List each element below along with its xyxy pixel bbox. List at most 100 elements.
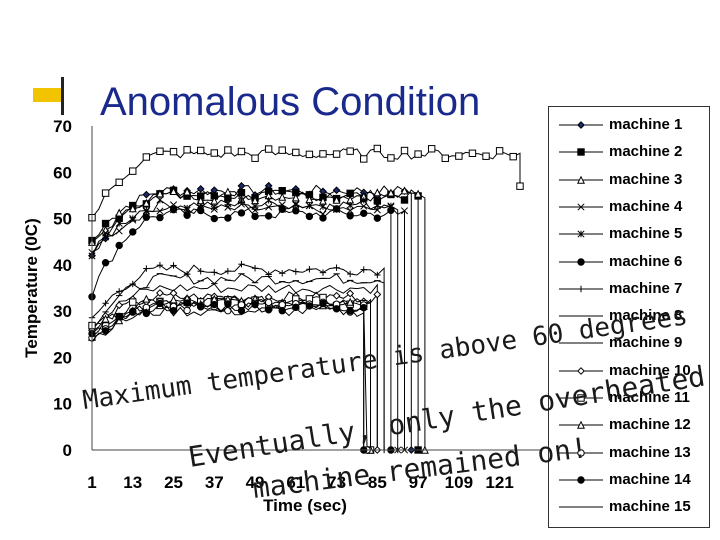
- legend-item: machine 13: [549, 441, 709, 465]
- legend-item: machine 14: [549, 468, 709, 492]
- legend-label: machine 13: [609, 443, 691, 461]
- series-line: [91, 283, 378, 450]
- data-point: [129, 298, 137, 306]
- data-point: [101, 189, 110, 197]
- data-point: [142, 198, 151, 207]
- data-point: [169, 187, 178, 196]
- legend-swatch: [559, 476, 603, 484]
- y-tick-label: 70: [53, 117, 72, 136]
- data-point: [576, 175, 586, 184]
- data-point: [265, 203, 273, 211]
- data-point: [142, 213, 151, 221]
- legend-swatch: [559, 285, 603, 292]
- legend-item: machine 5: [549, 222, 709, 246]
- legend-item: machine 4: [549, 195, 709, 219]
- x-axis-label: Time (sec): [263, 496, 347, 515]
- data-point: [400, 196, 409, 204]
- data-point: [292, 207, 300, 215]
- legend-swatch: [559, 230, 603, 238]
- legend-swatch: [559, 315, 603, 317]
- data-point: [291, 193, 300, 202]
- data-point: [509, 152, 517, 161]
- data-point: [346, 206, 354, 215]
- legend-item: machine 12: [549, 413, 709, 437]
- y-tick-label: 50: [53, 210, 72, 229]
- data-point: [332, 195, 341, 204]
- legend-label: machine 15: [609, 498, 691, 516]
- data-point: [400, 207, 409, 215]
- legend-item: machine 3: [549, 168, 709, 192]
- data-point: [264, 145, 273, 153]
- legend-swatch: [559, 342, 603, 344]
- data-point: [237, 209, 246, 217]
- data-point: [183, 211, 191, 219]
- data-point: [414, 189, 423, 198]
- data-point: [264, 212, 273, 220]
- legend-item: machine 6: [549, 250, 709, 274]
- x-tick-label: 49: [246, 473, 265, 492]
- x-tick-label: 121: [485, 473, 513, 492]
- axes-layer: [91, 126, 540, 451]
- legend-swatch: [559, 175, 603, 184]
- data-point: [346, 297, 355, 306]
- series-line: [91, 296, 371, 450]
- legend-label: machine 6: [609, 252, 683, 270]
- data-point: [278, 205, 286, 213]
- legend-swatch: [559, 148, 603, 156]
- x-tick-label: 25: [164, 473, 183, 492]
- x-tick-label: 73: [327, 473, 346, 492]
- x-tick-label: 109: [445, 473, 473, 492]
- legend-item: machine 15: [549, 495, 709, 519]
- legend-item: machine 1: [549, 113, 709, 137]
- x-tick-labels: 1 13 25 37 49 61 73 85 97 109 121: [87, 473, 514, 492]
- legend-label: machine 5: [609, 225, 683, 243]
- series-machine-3: [87, 186, 429, 454]
- data-point: [346, 212, 354, 220]
- data-point: [516, 182, 524, 190]
- legend-label: machine 11: [609, 389, 690, 406]
- legend-label: machine 9: [609, 334, 683, 352]
- data-point: [128, 204, 137, 213]
- title-accent-line: [61, 77, 64, 115]
- y-tick-label: 0: [63, 441, 72, 460]
- title-accent-bar: [33, 88, 62, 102]
- data-point: [183, 146, 191, 154]
- legend-swatch: [559, 121, 603, 129]
- legend-swatch: [559, 506, 603, 508]
- data-point: [264, 298, 273, 307]
- data-point: [577, 366, 585, 375]
- data-point: [577, 448, 585, 457]
- series-machine-7: [88, 260, 388, 454]
- data-point: [251, 154, 259, 162]
- series-machine-14: [88, 299, 368, 454]
- data-point: [156, 299, 164, 308]
- slide-title: Anomalous Condition: [100, 80, 481, 124]
- data-point: [373, 214, 382, 222]
- legend-swatch: [559, 420, 603, 429]
- data-point: [196, 206, 205, 215]
- data-point: [115, 208, 124, 217]
- data-point: [577, 203, 585, 211]
- data-point: [292, 148, 300, 157]
- data-point: [577, 121, 585, 129]
- data-point: [224, 146, 232, 154]
- data-point: [360, 303, 368, 312]
- data-point: [360, 202, 368, 210]
- data-point: [305, 150, 314, 159]
- data-point: [142, 309, 151, 318]
- data-point: [387, 206, 395, 215]
- x-tick-label: 97: [409, 473, 428, 492]
- data-point: [196, 184, 205, 193]
- data-point: [237, 147, 246, 156]
- data-point: [319, 150, 327, 158]
- data-point: [400, 146, 409, 155]
- y-axis-label: Temperature (0C): [22, 218, 41, 358]
- data-point: [142, 294, 151, 303]
- legend-label: machine 1: [609, 116, 683, 133]
- legend-label: machine 3: [609, 170, 683, 188]
- data-point: [169, 147, 178, 156]
- legend-item: machine 7: [549, 277, 709, 301]
- data-point: [319, 299, 327, 308]
